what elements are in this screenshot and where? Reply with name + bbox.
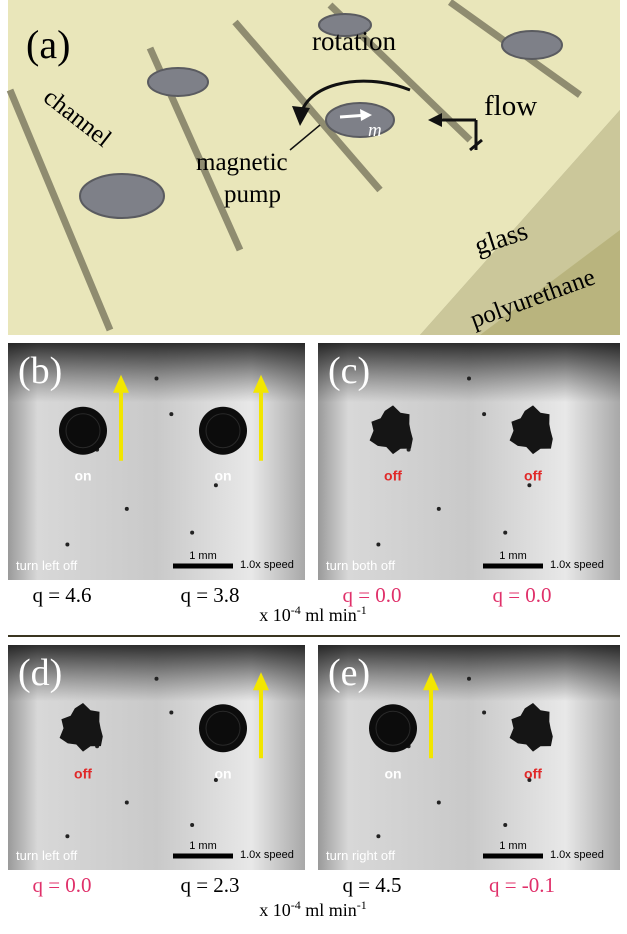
unit-part: -4 (291, 898, 301, 912)
scale-label: 1 mm (189, 840, 217, 852)
figure: (a) rotation flow channel magnetic pump … (0, 0, 627, 934)
panel-caption: turn right off (326, 848, 396, 863)
panel-label: (b) (18, 350, 62, 392)
panel-label: (c) (328, 350, 370, 392)
annotation: rotation (312, 26, 396, 56)
annotation: pump (224, 181, 281, 208)
flow-rate: q = 3.8 (180, 583, 239, 607)
pump-state: off (524, 468, 542, 484)
speed-label: 1.0x speed (550, 849, 604, 861)
debris (65, 542, 69, 546)
flow-rate: q = 2.3 (180, 873, 239, 897)
debris (437, 507, 441, 511)
unit-part: x 10 (259, 605, 291, 625)
speed-label: 1.0x speed (240, 849, 294, 861)
flow-rate: q = 4.6 (32, 583, 91, 607)
flow-unit: x 10-4 ml min-1 (259, 603, 367, 625)
debris (169, 412, 173, 416)
flow-rate: q = 0.0 (492, 583, 551, 607)
flow-unit: x 10-4 ml min-1 (259, 898, 367, 920)
debris (376, 834, 380, 838)
pump-state: off (74, 765, 92, 781)
debris (437, 801, 441, 805)
speed-label: 1.0x speed (240, 559, 294, 571)
pump-state: on (214, 468, 231, 484)
panel-label: (d) (18, 652, 62, 694)
unit-part: x 10 (259, 900, 291, 920)
panel-label: (a) (26, 22, 70, 67)
annotation: m (368, 120, 382, 141)
panel-caption: turn both off (326, 558, 396, 573)
debris (169, 711, 173, 715)
unit-part: ml min (301, 605, 357, 625)
scale-label: 1 mm (499, 840, 527, 852)
debris (190, 531, 194, 535)
debris (482, 711, 486, 715)
debris (125, 801, 129, 805)
debris (467, 677, 471, 681)
debris (527, 483, 531, 487)
debris (65, 834, 69, 838)
annotation: magnetic (196, 149, 288, 176)
debris (376, 542, 380, 546)
micrograph-panel: off on (d) turn left off 1 mm 1.0x speed (8, 645, 305, 870)
pump-state: on (384, 765, 401, 781)
scale-label: 1 mm (499, 550, 527, 562)
micrograph-panel: on off (e) turn right off 1 mm 1.0x speed (318, 645, 620, 870)
unit-part: -1 (357, 898, 367, 912)
scale-label: 1 mm (189, 550, 217, 562)
flow-rate: q = 4.5 (342, 873, 401, 897)
pump-state: off (524, 765, 542, 781)
debris (155, 677, 159, 681)
pump-state: on (214, 765, 231, 781)
debris (155, 377, 159, 381)
pump-state: on (74, 468, 91, 484)
flow-rate: q = 0.0 (342, 583, 401, 607)
flow-rate: q = 0.0 (32, 873, 91, 897)
unit-part: -4 (291, 603, 301, 617)
debris (482, 412, 486, 416)
panel-caption: turn left off (16, 558, 78, 573)
unit-part: ml min (301, 900, 357, 920)
annotation: flow (484, 90, 537, 122)
debris (467, 377, 471, 381)
debris (190, 823, 194, 827)
panel-caption: turn left off (16, 848, 78, 863)
unit-part: -1 (357, 603, 367, 617)
micrograph-panel: off off (c) turn both off 1 mm 1.0x speed (318, 343, 620, 580)
debris (214, 483, 218, 487)
debris (503, 823, 507, 827)
flow-rate: q = -0.1 (489, 873, 555, 897)
speed-label: 1.0x speed (550, 559, 604, 571)
micrograph-panel: on on (b) turn left off 1 mm 1.0x speed (8, 343, 305, 580)
pump-state: off (384, 468, 402, 484)
debris (125, 507, 129, 511)
panel-a: (a) rotation flow channel magnetic pump … (8, 0, 620, 335)
debris (503, 531, 507, 535)
panel-label: (e) (328, 652, 370, 694)
